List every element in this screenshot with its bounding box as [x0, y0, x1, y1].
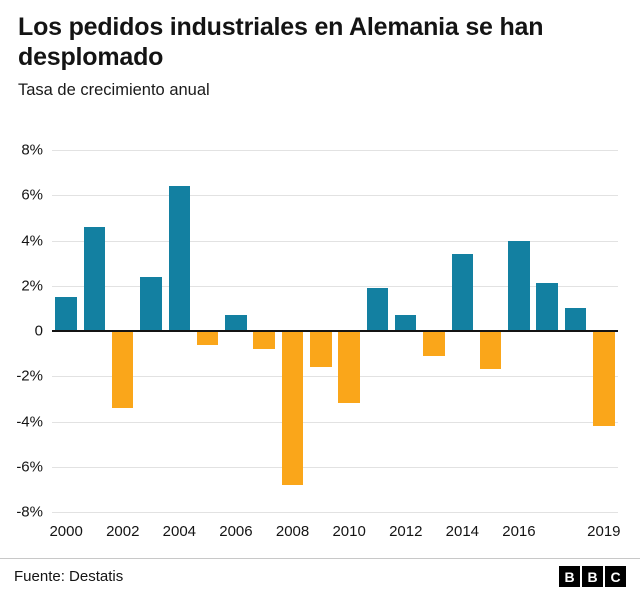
x-tick-label: 2010 [332, 523, 366, 540]
y-tick-label: -8% [16, 503, 43, 521]
bar-2004 [168, 186, 191, 331]
source-label: Fuente: Destatis [14, 568, 124, 585]
gridline [52, 376, 618, 378]
y-tick-label: 8% [21, 141, 43, 159]
y-tick-label: -2% [16, 367, 43, 385]
gridline [52, 285, 618, 287]
bbc-logo-block: B [582, 566, 603, 587]
bar-2006 [225, 315, 247, 331]
x-axis: 2000 2002 2004 2006 2008 2010 2012 2014 2016 2019 [49, 512, 621, 548]
bar-2013 [423, 331, 445, 356]
gridline [52, 240, 618, 242]
gridline [52, 512, 618, 513]
x-tick-label: 2012 [389, 523, 423, 540]
gridline [52, 150, 618, 151]
bbc-logo-block: C [605, 566, 626, 587]
x-tick-label: 2002 [106, 523, 140, 540]
bar-2010 [338, 331, 360, 404]
plot-area: 8% 6% 4% 2% 0 -2% -4% -6% -8% [16, 142, 618, 521]
gridline [52, 421, 618, 423]
y-tick-label: 2% [21, 277, 43, 295]
bar-2015 [479, 331, 502, 370]
bar-2001 [83, 226, 106, 331]
bar-2005 [196, 331, 219, 345]
header: Los pedidos industriales en Alemania se … [0, 0, 640, 100]
bar-2008 [281, 331, 304, 485]
y-tick-label: -4% [16, 413, 43, 430]
chart-area: 8% 6% 4% 2% 0 -2% -4% -6% -8% 2000 2002 2004 2006 20… [0, 100, 640, 558]
chart-title: Los pedidos industriales en Alemania se … [18, 13, 544, 71]
bar-2014 [451, 254, 474, 331]
x-tick-label: 2004 [162, 523, 197, 540]
y-tick-label: -6% [16, 458, 43, 476]
gridline [52, 195, 618, 197]
x-tick-label: 2006 [219, 523, 253, 540]
chart-subtitle: Tasa de crecimiento anual [18, 81, 210, 99]
bbc-logo: B B C [559, 566, 626, 587]
bar-2007 [253, 331, 275, 350]
bar-2017 [536, 283, 558, 331]
bar-2019 [593, 331, 615, 427]
bar-2016 [508, 240, 530, 331]
x-tick-label: 2016 [502, 523, 536, 540]
bar-2012 [394, 315, 417, 331]
bar-2003 [140, 276, 162, 331]
x-tick-label: 2008 [275, 523, 310, 540]
x-tick-label: 2019 [587, 523, 621, 540]
bar-2000 [55, 297, 77, 331]
zero-baseline [52, 330, 618, 332]
gridline [52, 466, 618, 468]
footer: Fuente: Destatis B B C [0, 558, 640, 596]
y-tick-label: 6% [21, 186, 43, 204]
bar-2009 [310, 331, 332, 368]
y-tick-label: 0 [34, 322, 43, 340]
x-tick-label: 2014 [445, 523, 480, 540]
bar-2018 [564, 308, 587, 331]
bar-2002 [111, 331, 134, 408]
x-tick-label: 2000 [49, 523, 83, 540]
y-tick-label: 4% [21, 232, 43, 249]
bbc-logo-block: B [559, 566, 580, 587]
bar-2011 [366, 288, 389, 331]
